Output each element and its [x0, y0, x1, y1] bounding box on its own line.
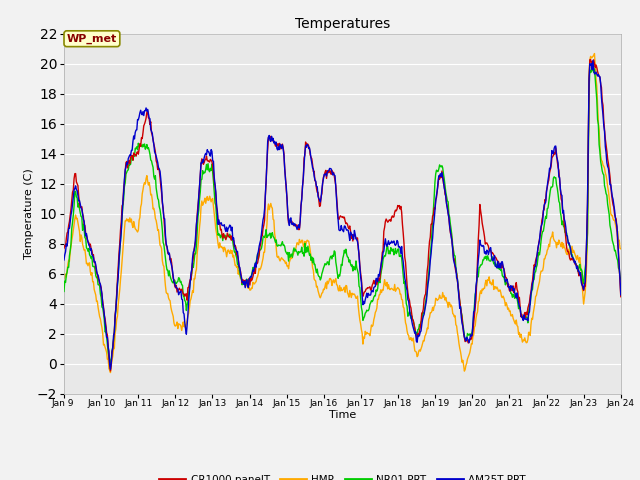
- AM25T PRT: [214, 222, 222, 228]
- CR1000 panelT: [60, 245, 68, 251]
- NR01 PRT: [185, 289, 193, 295]
- HMP: [107, 370, 115, 375]
- CR1000 panelT: [185, 285, 193, 290]
- HMP: [214, 241, 222, 247]
- Text: WP_met: WP_met: [67, 34, 117, 44]
- Y-axis label: Temperature (C): Temperature (C): [24, 168, 34, 259]
- Line: HMP: HMP: [64, 54, 621, 372]
- AM25T PRT: [128, 147, 136, 153]
- CR1000 panelT: [617, 294, 625, 300]
- NR01 PRT: [588, 66, 596, 72]
- Line: AM25T PRT: AM25T PRT: [64, 60, 621, 369]
- CR1000 panelT: [70, 176, 78, 181]
- AM25T PRT: [185, 298, 193, 304]
- AM25T PRT: [107, 366, 115, 372]
- NR01 PRT: [411, 325, 419, 331]
- Title: Temperatures: Temperatures: [295, 17, 390, 31]
- HMP: [428, 310, 435, 315]
- HMP: [591, 51, 598, 57]
- X-axis label: Time: Time: [329, 409, 356, 420]
- HMP: [185, 311, 193, 316]
- NR01 PRT: [128, 154, 136, 159]
- HMP: [60, 276, 68, 282]
- CR1000 panelT: [214, 220, 222, 226]
- Line: CR1000 panelT: CR1000 panelT: [64, 60, 621, 371]
- AM25T PRT: [617, 292, 625, 298]
- NR01 PRT: [214, 232, 222, 238]
- CR1000 panelT: [428, 221, 435, 227]
- Line: NR01 PRT: NR01 PRT: [64, 69, 621, 367]
- NR01 PRT: [107, 364, 115, 370]
- HMP: [617, 246, 625, 252]
- AM25T PRT: [589, 58, 596, 63]
- CR1000 panelT: [128, 153, 136, 158]
- AM25T PRT: [60, 257, 68, 263]
- HMP: [128, 222, 136, 228]
- Legend: CR1000 panelT, HMP, NR01 PRT, AM25T PRT: CR1000 panelT, HMP, NR01 PRT, AM25T PRT: [156, 471, 529, 480]
- NR01 PRT: [428, 243, 435, 249]
- CR1000 panelT: [411, 326, 419, 332]
- AM25T PRT: [428, 251, 435, 257]
- CR1000 panelT: [587, 57, 595, 62]
- NR01 PRT: [70, 203, 78, 209]
- HMP: [70, 221, 78, 227]
- NR01 PRT: [60, 288, 68, 294]
- HMP: [411, 348, 419, 354]
- NR01 PRT: [617, 277, 625, 283]
- AM25T PRT: [70, 187, 78, 193]
- AM25T PRT: [411, 330, 419, 336]
- CR1000 panelT: [107, 368, 115, 374]
